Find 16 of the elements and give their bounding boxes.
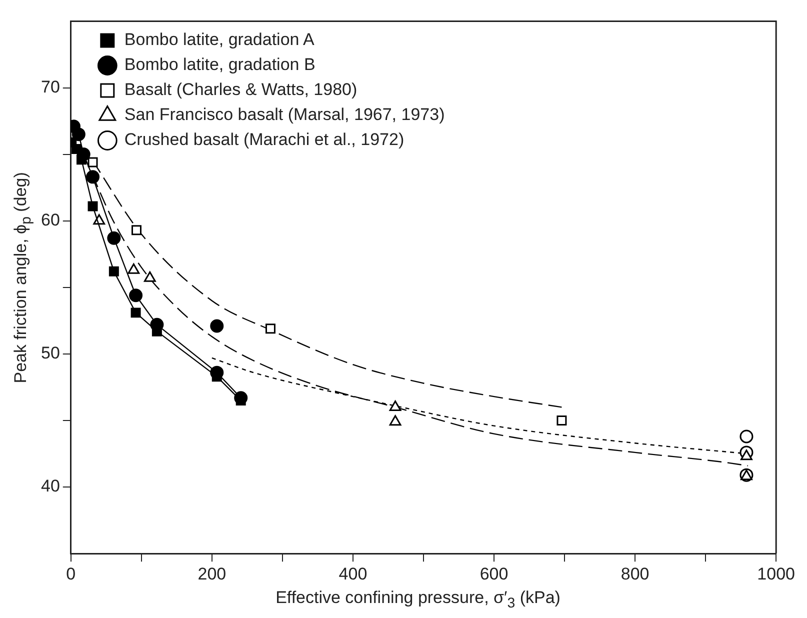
x-tick-label: 0 xyxy=(66,564,76,584)
y-tick-label: 50 xyxy=(40,344,60,363)
x-tick-label: 400 xyxy=(338,564,368,584)
x-tick-label: 800 xyxy=(620,564,650,584)
y-tick-label: 70 xyxy=(40,77,60,96)
x-tick-label: 600 xyxy=(480,564,508,584)
x-axis-title: Effective confining pressure, σ′$_{3}$ (kPa) xyxy=(274,588,562,612)
legend-label: Bombo latite, gradation B xyxy=(124,55,316,74)
x-tick-label: 1000 xyxy=(757,564,796,584)
legend-label: Bombo latite, gradation A xyxy=(124,30,316,50)
legend-label: Basalt (Charles & Watts, 1980) xyxy=(124,80,358,100)
y-tick-label: 60 xyxy=(40,210,60,230)
y-tick-label: 40 xyxy=(40,476,60,496)
x-tick-label: 200 xyxy=(198,564,226,584)
legend-label: San Francisco basalt (Marsal, 1967, 1973) xyxy=(124,105,445,124)
legend-label: Crushed basalt (Marachi et al., 1972) xyxy=(124,130,404,150)
